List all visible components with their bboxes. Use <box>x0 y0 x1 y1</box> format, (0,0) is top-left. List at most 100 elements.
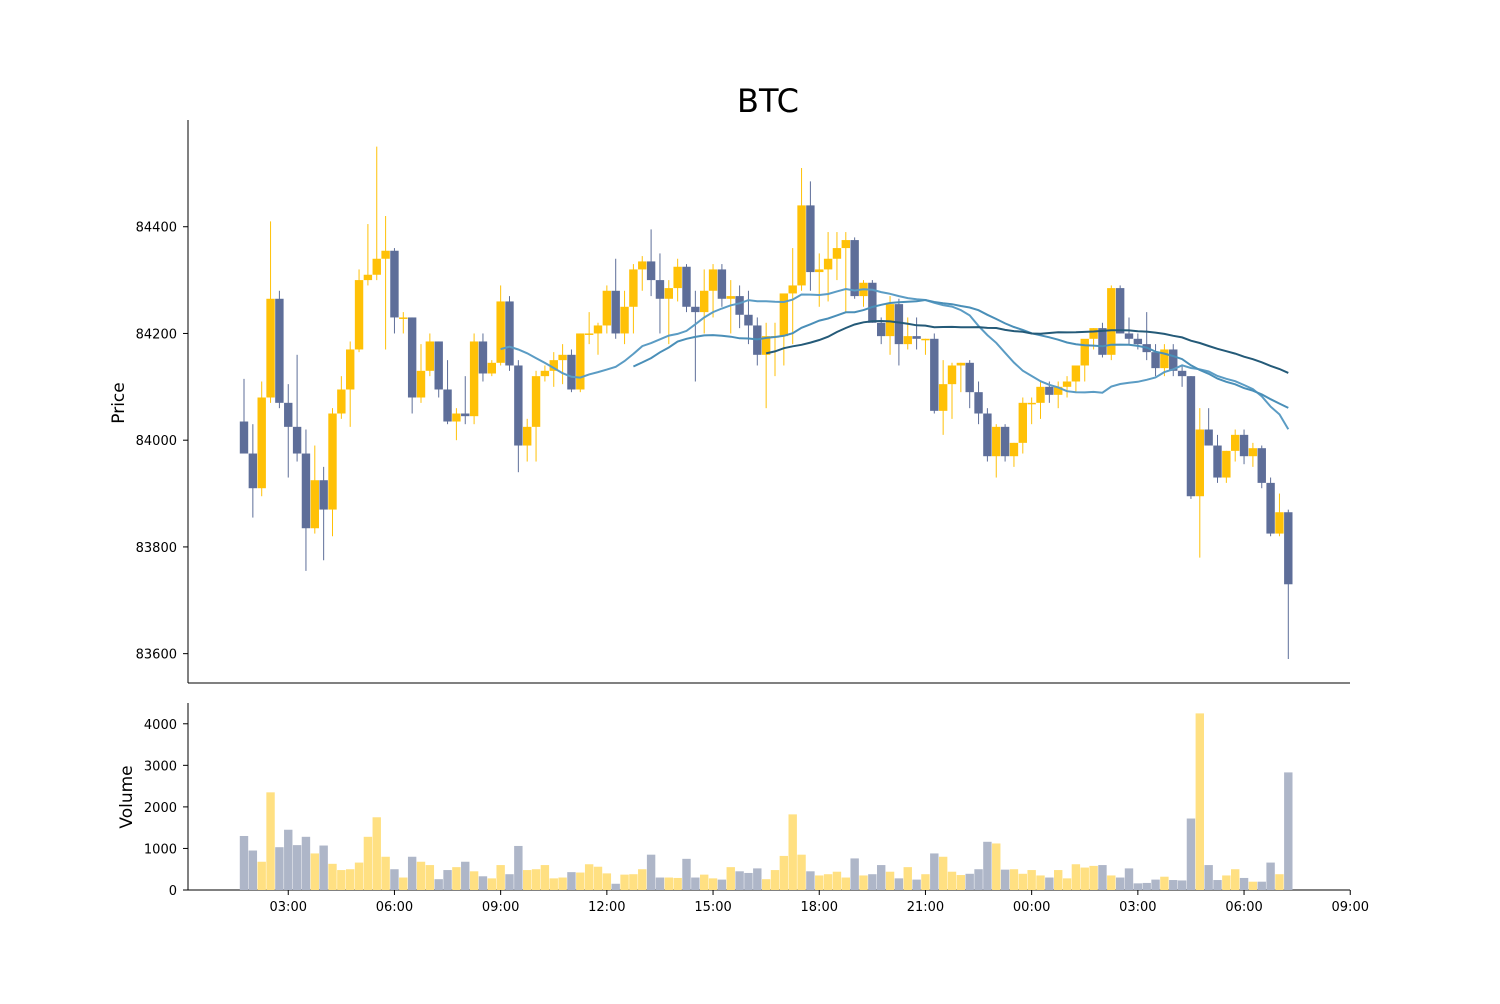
volume-bar <box>638 869 647 890</box>
volume-bar <box>1142 882 1151 890</box>
volume-bar <box>443 870 452 890</box>
volume-bar <box>921 874 930 890</box>
candle-body <box>1275 512 1284 534</box>
candle-body <box>903 336 912 345</box>
volume-bar <box>399 877 408 890</box>
price-axis-label: Price <box>109 382 129 423</box>
volume-bar <box>700 874 709 890</box>
volume-bar <box>478 876 488 890</box>
candle-body <box>806 205 815 273</box>
volume-bar <box>974 869 983 890</box>
candle-body <box>1160 349 1169 369</box>
volume-bar <box>266 792 275 890</box>
volume-bar <box>1133 883 1143 890</box>
candle-body <box>328 413 337 510</box>
candle-body <box>505 301 514 366</box>
candle-body <box>700 290 709 313</box>
volume-bar <box>841 877 850 890</box>
candle-body <box>1062 381 1072 387</box>
volume-bar <box>726 867 735 890</box>
candle-body <box>885 304 895 337</box>
candle-body <box>1204 429 1213 446</box>
candle-body <box>239 421 249 454</box>
volume-bar <box>523 870 532 890</box>
volume-bar <box>832 871 842 890</box>
candle-body <box>1000 426 1010 457</box>
time-tick-label: 21:00 <box>907 900 944 915</box>
volume-bar <box>1284 772 1293 890</box>
candle-body <box>1177 370 1187 377</box>
candle-body <box>363 274 373 281</box>
volume-bar <box>487 878 496 890</box>
volume-bar <box>275 847 284 890</box>
volume-bar <box>1089 865 1098 890</box>
candle-body <box>1133 338 1143 345</box>
volume-bar <box>885 871 895 890</box>
candle-body <box>726 296 735 299</box>
candle-body <box>655 280 665 299</box>
volume-bar <box>461 861 470 890</box>
volume-bar <box>779 855 789 890</box>
volume-tick-label: 1000 <box>144 842 177 857</box>
volume-bar <box>1257 881 1266 890</box>
volume-bar <box>965 873 974 890</box>
candle-body <box>1222 450 1231 478</box>
volume-tick-label: 3000 <box>144 759 177 774</box>
candle-body <box>257 397 266 489</box>
candle-body <box>1054 386 1063 395</box>
candle-body <box>443 389 452 422</box>
volume-bar <box>947 871 957 890</box>
candle-body <box>938 384 948 411</box>
volume-bar <box>1275 874 1284 890</box>
candle-body <box>682 266 691 307</box>
moving-average-line <box>765 319 1289 374</box>
candle-body <box>620 306 629 334</box>
candle-body <box>744 314 753 326</box>
volume-bar <box>1248 881 1258 890</box>
time-tick-label: 12:00 <box>588 900 625 915</box>
volume-bar <box>1151 879 1160 890</box>
volume-bar <box>682 858 691 890</box>
candle-body <box>1266 482 1275 534</box>
candle-body <box>1169 349 1178 371</box>
volume-bar <box>354 862 364 890</box>
candle-body <box>708 269 718 291</box>
volume-bar <box>1160 876 1169 890</box>
candle-body <box>558 354 567 361</box>
volume-bar <box>1239 877 1249 890</box>
volume-bar <box>859 875 868 890</box>
volume-bar <box>257 861 266 890</box>
chart-title: BTC <box>737 82 799 120</box>
candle-body <box>1195 429 1204 497</box>
candle-body <box>788 285 797 294</box>
candle-body <box>593 325 603 334</box>
candle-body <box>1071 365 1081 382</box>
candle-body <box>337 389 346 414</box>
price-tick-label: 84400 <box>136 221 177 236</box>
candle-body <box>983 413 992 457</box>
candle-body <box>992 426 1001 457</box>
candle-body <box>381 250 390 259</box>
candle-body <box>850 240 859 297</box>
candle-body <box>912 336 921 339</box>
candle-body <box>1018 402 1027 443</box>
volume-bar <box>1213 880 1222 890</box>
volume-bar <box>549 878 558 890</box>
volume-bar <box>407 856 417 890</box>
volume-bar <box>496 865 505 890</box>
candle-body <box>1231 434 1240 451</box>
volume-bar <box>646 854 656 890</box>
volume-bar <box>655 877 665 890</box>
volume-tick-label: 0 <box>169 884 177 899</box>
volume-bar <box>1177 880 1187 890</box>
volume-bar <box>363 836 373 890</box>
volume-tick-label: 2000 <box>144 801 177 816</box>
time-tick-label: 06:00 <box>1225 900 1262 915</box>
price-panel: 83600 83800 84000 84200 84400 <box>136 120 1350 684</box>
candle-body <box>1036 386 1045 403</box>
volume-bar <box>1204 865 1213 890</box>
candle-body <box>1186 376 1196 497</box>
candle-body <box>1239 434 1249 457</box>
volume-bar <box>930 853 939 890</box>
